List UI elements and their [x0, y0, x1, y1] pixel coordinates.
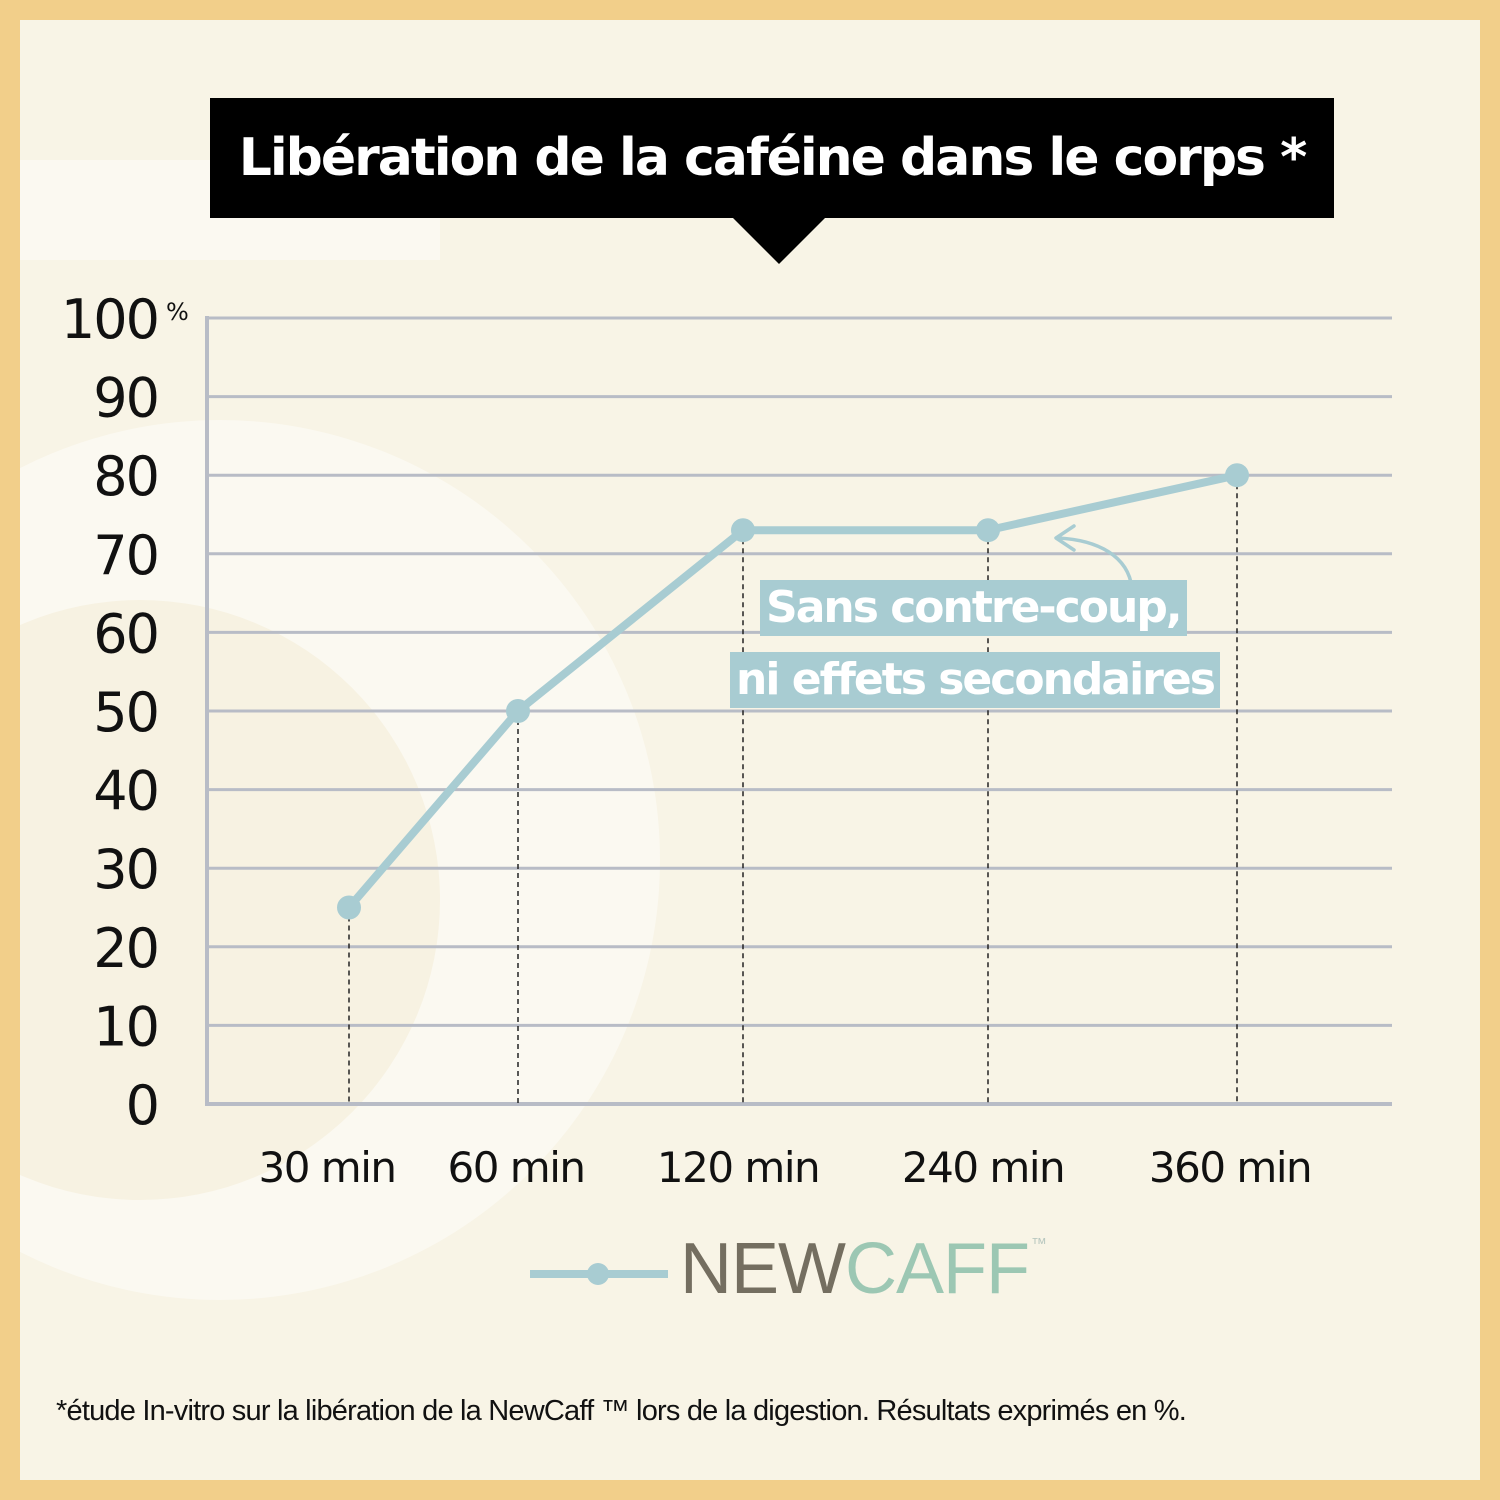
data-point-2: [731, 518, 755, 543]
brand-part-caff: CAFF: [844, 1229, 1030, 1309]
grid-lines: [207, 316, 1392, 1027]
data-point-1: [506, 699, 530, 723]
title-banner: Libération de la caféine dans le corps *: [210, 98, 1334, 264]
annotation-arrow-head: [1054, 524, 1076, 552]
data-point-0: [337, 895, 361, 920]
y-tick-label-90: 90: [93, 367, 158, 430]
data-point-4: [1225, 463, 1249, 488]
annotation: Sans contre-coup, ni effets secondaires: [710, 580, 1230, 708]
brand-trademark: ™: [1030, 1236, 1047, 1253]
y-unit-label: %: [166, 298, 189, 326]
x-tick-label-0: 30 min: [259, 1143, 396, 1192]
series-layer: [337, 463, 1249, 920]
annotation-line-2: ni effets secondaires: [730, 652, 1220, 708]
tick-labels: 0 10 20 30 40 50 60 70 80 90 100 % 30 min 60 min 120 m…: [61, 288, 1313, 1192]
y-tick-label-50: 50: [93, 681, 158, 744]
data-point-3: [976, 518, 1000, 543]
y-tick-label-30: 30: [93, 838, 158, 901]
drop-lines: [348, 475, 1238, 1104]
y-tick-label-20: 20: [93, 917, 158, 980]
y-tick-label-0: 0: [126, 1074, 158, 1137]
footnote: *étude In-vitro sur la libération de la …: [56, 1395, 1187, 1427]
y-tick-label-60: 60: [93, 602, 158, 665]
brand-part-new: NEW: [680, 1229, 846, 1309]
y-tick-label-10: 10: [93, 995, 158, 1058]
annotation-arrow: [1054, 524, 1134, 590]
x-tick-label-4: 360 min: [1149, 1143, 1311, 1192]
y-tick-label-80: 80: [93, 445, 158, 508]
brand-logo: NEWCAFF ™: [680, 1228, 1047, 1310]
y-tick-label-40: 40: [93, 760, 158, 823]
y-tick-label-70: 70: [93, 524, 158, 587]
x-tick-label-3: 240 min: [902, 1143, 1064, 1192]
legend-marker: [587, 1263, 609, 1285]
y-tick-label-100: 100: [61, 288, 158, 351]
annotation-arrow-curve: [1056, 536, 1134, 590]
chart-title: Libération de la caféine dans le corps *: [238, 128, 1308, 188]
annotation-line-1: Sans contre-coup,: [760, 580, 1187, 636]
x-tick-label-1: 60 min: [448, 1143, 585, 1192]
axes: [205, 316, 1392, 1106]
x-tick-label-2: 120 min: [657, 1143, 819, 1192]
legend: NEWCAFF ™: [530, 1228, 1090, 1318]
